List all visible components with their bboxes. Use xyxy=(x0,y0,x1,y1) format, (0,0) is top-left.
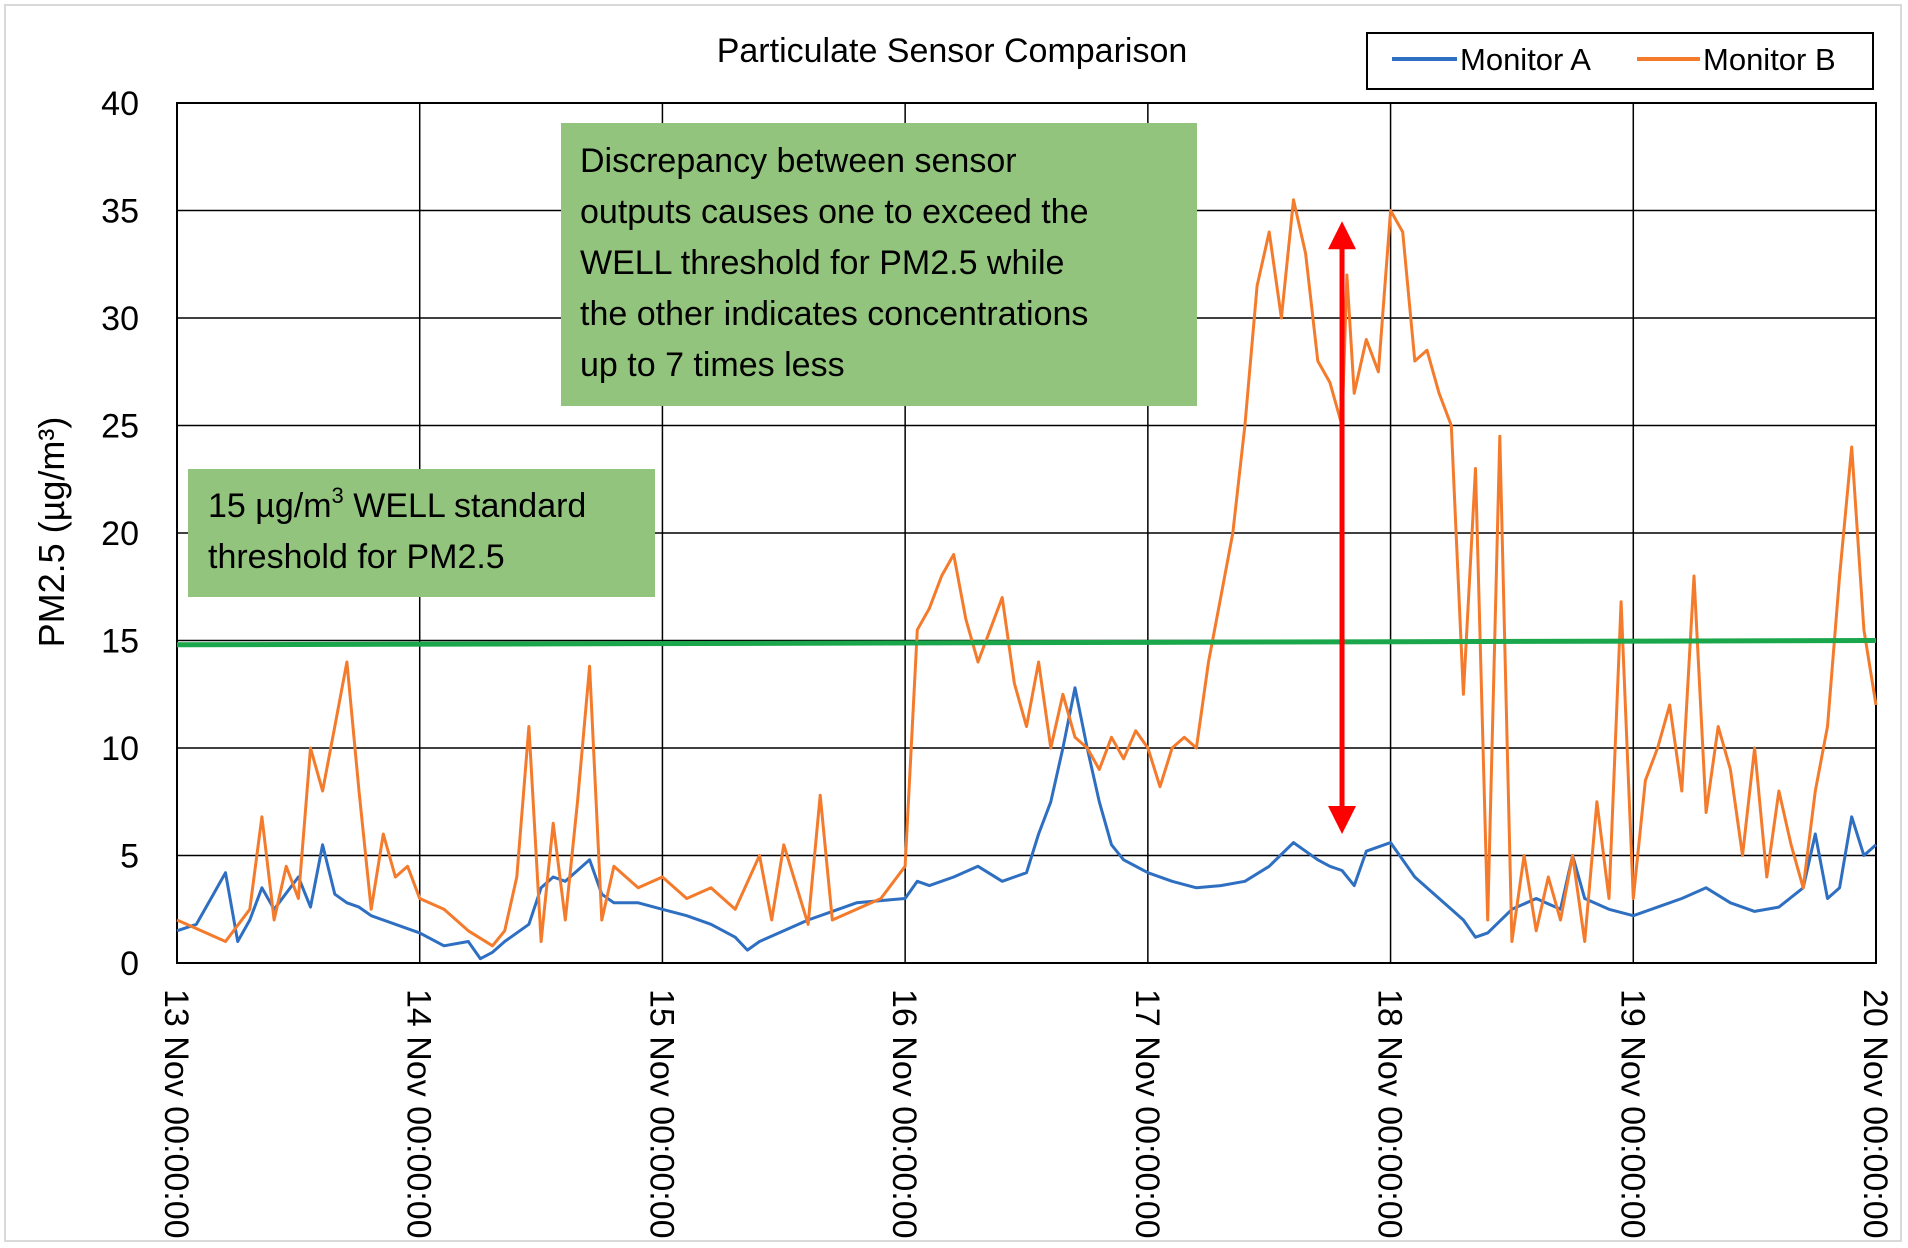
threshold-line xyxy=(176,638,1877,648)
chart-title: Particulate Sensor Comparison xyxy=(717,32,1188,70)
y-tick-label: 0 xyxy=(120,945,139,983)
y-tick-label: 35 xyxy=(101,193,139,231)
series-line-monitor-a xyxy=(176,686,1877,961)
y-tick-label: 5 xyxy=(120,838,139,876)
series-line-monitor-b xyxy=(176,198,1878,948)
discrepancy-annotation-line: up to 7 times less xyxy=(580,346,845,384)
discrepancy-annotation-line: the other indicates concentrations xyxy=(580,295,1088,333)
grid xyxy=(176,102,1877,964)
y-tick-label: 25 xyxy=(101,408,139,446)
legend-label-monitor-a: Monitor A xyxy=(1460,42,1591,77)
y-axis-label: PM2.5 (µg/m³) xyxy=(31,417,72,648)
y-tick-label: 30 xyxy=(101,300,139,338)
x-tick-label: 17 Nov 00:00:00 xyxy=(1128,989,1166,1239)
x-tick-label: 18 Nov 00:00:00 xyxy=(1371,989,1409,1239)
x-tick-label: 14 Nov 00:00:00 xyxy=(400,989,438,1239)
threshold-annotation-box xyxy=(188,469,655,597)
discrepancy-annotation-box xyxy=(561,123,1197,406)
discrepancy-arrow-head-up xyxy=(1328,221,1357,250)
y-tick-labels: 0 5 10 15 20 25 30 35 40 xyxy=(101,85,139,983)
legend: Monitor A Monitor B xyxy=(1366,32,1874,90)
x-tick-label: 19 Nov 00:00:00 xyxy=(1613,989,1651,1239)
discrepancy-annotation-line: WELL threshold for PM2.5 while xyxy=(580,244,1064,282)
discrepancy-arrow-head-down xyxy=(1328,806,1357,834)
y-tick-label: 15 xyxy=(101,623,139,661)
y-tick-label: 10 xyxy=(101,730,139,768)
y-tick-label: 40 xyxy=(101,85,139,123)
legend-label-monitor-b: Monitor B xyxy=(1703,42,1836,77)
discrepancy-annotation-line: outputs causes one to exceed the xyxy=(580,193,1088,231)
annotations: 15 µg/m3 WELL standard threshold for PM2.… xyxy=(188,123,1357,834)
x-tick-labels: 13 Nov 00:00:00 14 Nov 00:00:00 15 Nov 00:… xyxy=(157,989,1894,1239)
threshold-annotation-line-1: 15 µg/m3 WELL standard xyxy=(208,483,586,525)
threshold-annotation-line-2: threshold for PM2.5 xyxy=(208,538,505,576)
discrepancy-annotation-line: Discrepancy between sensor xyxy=(580,142,1017,180)
y-tick-label: 20 xyxy=(101,515,139,553)
x-tick-label: 15 Nov 00:00:00 xyxy=(642,989,680,1239)
x-tick-label: 20 Nov 00:00:00 xyxy=(1856,989,1894,1239)
series-lines xyxy=(176,198,1878,961)
x-tick-label: 13 Nov 00:00:00 xyxy=(157,989,195,1239)
x-tick-label: 16 Nov 00:00:00 xyxy=(885,989,923,1239)
